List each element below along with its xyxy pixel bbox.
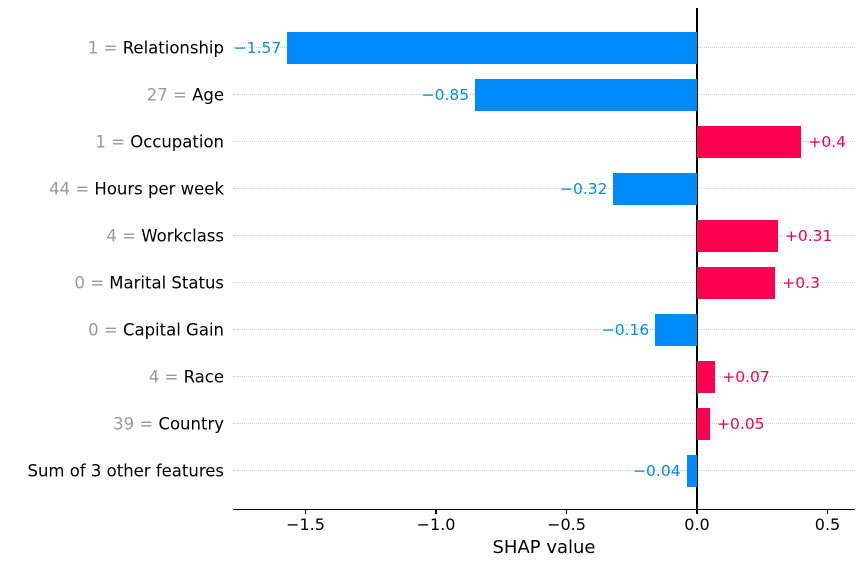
feature-value-text: 1 =: [95, 132, 131, 152]
gridline: [233, 188, 855, 190]
feature-name-text: Country: [158, 414, 224, 434]
shap-bar: [697, 125, 802, 158]
x-tick-label: 0.0: [684, 515, 710, 534]
feature-name-text: Marital Status: [109, 273, 224, 293]
feature-name-text: Age: [192, 85, 224, 105]
shap-value-label: −0.16: [601, 320, 650, 339]
feature-name-text: Relationship: [122, 38, 224, 58]
feature-value-text: 1 =: [87, 38, 123, 58]
shap-bar: [475, 78, 697, 111]
feature-value-text: 39 =: [113, 414, 159, 434]
x-tick-label: −1.0: [416, 515, 456, 534]
feature-row-label: 4 = Race: [149, 367, 224, 386]
x-tick-label: −1.5: [286, 515, 325, 534]
plot-area: −1.57 −0.85 +0.4 −0.32 +0.31 +0.3 −0.16 +0.07 +0…: [233, 8, 855, 510]
shap-bar: [697, 219, 778, 252]
shap-value-label: +0.07: [722, 367, 770, 386]
x-tick: [565, 509, 568, 514]
feature-row-label: 0 = Capital Gain: [88, 320, 224, 339]
x-tick-label: −0.5: [547, 515, 586, 534]
feature-value-text: 4 =: [148, 367, 184, 387]
shap-bar: [613, 172, 697, 205]
feature-value-text: 0 =: [88, 320, 123, 340]
gridline: [233, 375, 855, 377]
shap-bar: [655, 313, 697, 346]
shap-bar: [697, 407, 711, 440]
shap-value-label: −0.04: [633, 461, 681, 480]
x-tick: [304, 509, 307, 514]
feature-row-label: 0 = Marital Status: [74, 273, 224, 292]
x-tick: [826, 509, 829, 514]
feature-name-text: Sum of 3 other features: [27, 461, 224, 481]
gridline: [233, 234, 855, 236]
feature-row-label: 4 = Workclass: [106, 226, 224, 245]
feature-name-text: Occupation: [130, 132, 224, 152]
feature-value-text: 27 =: [146, 85, 193, 105]
shap-value-label: −1.57: [233, 38, 282, 57]
shap-bar: [697, 266, 776, 299]
feature-row-label: 1 = Relationship: [88, 38, 224, 57]
gridline: [233, 469, 855, 471]
shap-bar: [287, 31, 697, 64]
feature-value-text: 44 =: [49, 179, 95, 199]
feature-row-label: 27 = Age: [147, 85, 224, 104]
feature-row-label: 44 = Hours per week: [49, 179, 224, 198]
feature-row-label: 1 = Occupation: [95, 132, 224, 151]
shap-value-label: +0.31: [784, 226, 833, 245]
feature-value-text: 4 =: [106, 226, 142, 246]
x-tick: [696, 509, 698, 514]
gridline: [233, 422, 855, 424]
shap-value-label: −0.85: [421, 85, 470, 104]
shap-value-label: +0.4: [808, 132, 847, 151]
x-axis-label: SHAP value: [492, 537, 596, 558]
shap-value-label: +0.3: [782, 273, 820, 292]
feature-row-label: 39 = Country: [113, 414, 224, 433]
feature-value-text: 0 =: [74, 273, 110, 293]
shap-value-label: +0.05: [717, 414, 765, 433]
shap-bar: [697, 360, 716, 393]
feature-name-text: Race: [183, 367, 224, 387]
zero-line: [696, 8, 698, 509]
shap-bar: [686, 454, 697, 487]
gridline: [233, 141, 855, 143]
shap-value-label: −0.32: [559, 179, 608, 198]
gridline: [233, 281, 855, 283]
feature-name-text: Hours per week: [94, 179, 224, 199]
feature-name-text: Workclass: [141, 226, 224, 246]
x-tick-label: 0.5: [814, 515, 841, 534]
feature-name-text: Capital Gain: [122, 320, 224, 340]
feature-row-label: Sum of 3 other features: [27, 461, 224, 480]
gridline: [233, 328, 855, 330]
x-tick: [435, 509, 437, 514]
